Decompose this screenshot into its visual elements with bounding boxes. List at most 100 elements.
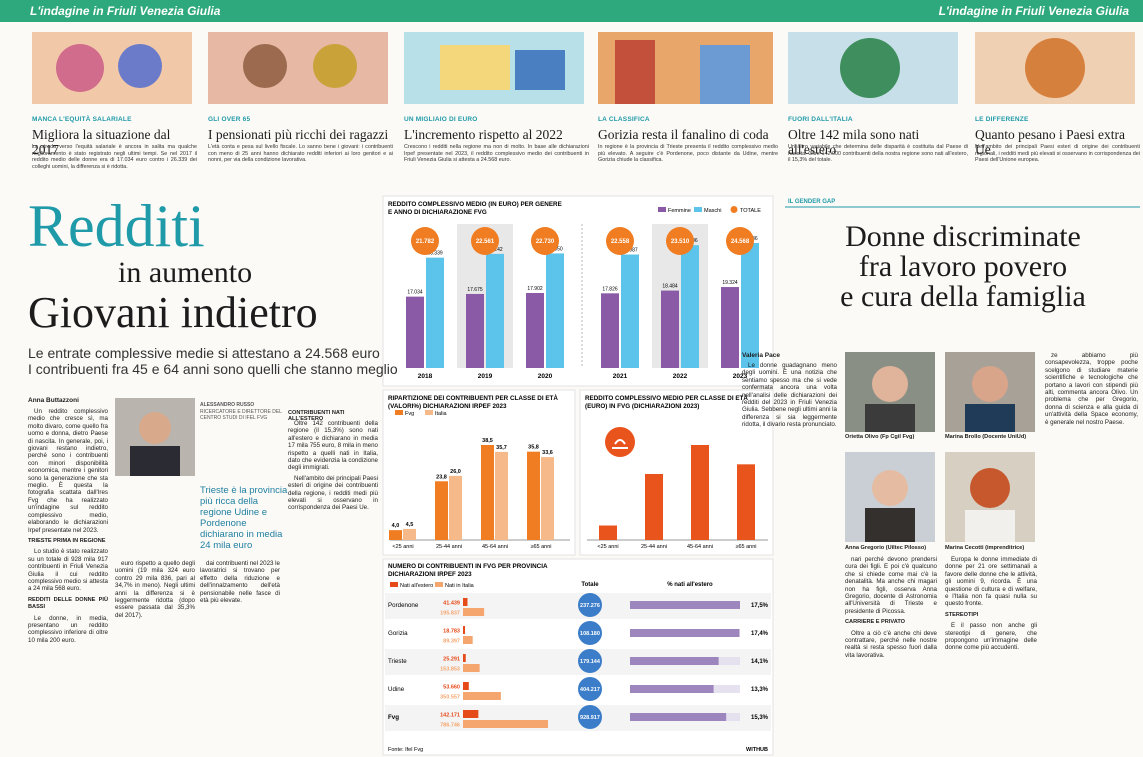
- banner-right: L'indagine in Friuli Venezia Giulia: [938, 4, 1129, 18]
- total-marker: [471, 227, 499, 255]
- brief-body: L'età conta e pesa sul livello fiscale. …: [208, 144, 393, 164]
- value-label: 22.558: [611, 239, 630, 245]
- value-label: 18.484: [662, 284, 678, 290]
- photo-caption: Marina Cecotti (imprenditrice): [945, 545, 1025, 551]
- share-bar: [630, 629, 740, 637]
- chart-title: DICHIARAZIONI IRPEF 2023: [388, 571, 472, 578]
- brief-kicker: MANCA L'EQUITÀ SALARIALE: [32, 116, 132, 123]
- bar: [681, 245, 699, 368]
- headline: e cura della famiglia: [840, 280, 1086, 313]
- subtitle: Le entrate complessive medie si attestan…: [28, 345, 380, 361]
- bar: [691, 445, 709, 540]
- value-label: 89.397: [443, 639, 460, 645]
- paragraph: ze abbiamo più consapevolezza, troppe po…: [1045, 352, 1138, 426]
- bar: [403, 528, 416, 540]
- bar: [389, 530, 402, 540]
- x-tick-label: <25 anni: [597, 544, 618, 550]
- x-tick-label: ≥65 anni: [530, 544, 551, 550]
- bar: [463, 692, 501, 700]
- value-label: 15,3%: [751, 715, 769, 721]
- bar: [463, 664, 480, 672]
- bar: [463, 636, 473, 644]
- x-tick-label: 2020: [538, 373, 553, 380]
- value-label: 4,0: [392, 523, 400, 529]
- headline: Giovani indietro: [28, 288, 318, 337]
- subtitle: I contribuenti fra 45 e 64 anni sono que…: [28, 361, 398, 377]
- value-label: 153.853: [440, 667, 460, 673]
- paragraph: dai contribuenti nel 2023 le lavoratrici…: [200, 560, 280, 605]
- paragraph: CARRIERE E PRIVATO: [845, 619, 905, 626]
- brief-kicker: GLI OVER 65: [208, 116, 251, 123]
- bar: [463, 598, 468, 606]
- value-label: 142.171: [440, 713, 460, 719]
- value-label: 195.837: [440, 611, 460, 617]
- value-label: 33,6: [542, 450, 553, 456]
- value-label: 26.339: [427, 251, 443, 257]
- row-label: Pordenone: [388, 602, 419, 609]
- bar: [463, 626, 466, 634]
- paragraph: nari perché devono prendersi cura dei fi…: [845, 556, 937, 615]
- kicker: IL GENDER GAP: [788, 199, 868, 205]
- paragraph: Le donne, in media, presentano un reddit…: [28, 614, 108, 644]
- portrait-head: [872, 470, 908, 506]
- x-tick-label: 45-64 anni: [687, 544, 713, 550]
- headline: fra lavoro povero: [858, 250, 1068, 283]
- bar: [463, 654, 466, 662]
- legend-label: Fvg: [405, 411, 414, 417]
- value-label: 18.783: [443, 629, 460, 635]
- value-label: 237.276: [580, 603, 600, 609]
- brief-kicker: UN MIGLIAIO DI EURO: [404, 116, 478, 123]
- paragraph: TRIESTE PRIMA IN REGIONE: [28, 537, 106, 544]
- bar: [645, 473, 663, 540]
- row-label: Trieste: [388, 658, 407, 665]
- value-label: 23,8: [436, 474, 447, 480]
- value-label: 23.510: [671, 239, 690, 245]
- legend-label: Femmine: [668, 208, 691, 214]
- byline: Anna Buttazzoni: [28, 397, 79, 404]
- total-marker: [606, 227, 634, 255]
- brief-headline: Migliora la situazione dal 2017: [32, 127, 171, 157]
- chart-title: RIPARTIZIONE DEI CONTRIBUENTI PER CLASSE…: [388, 393, 558, 402]
- legend-label: Nati all'estero: [400, 583, 433, 589]
- chart-title: (VALORI%) DICHIARAZIONI IRPEF 2023: [388, 403, 507, 410]
- x-tick-label: 2019: [478, 373, 493, 380]
- brief-body: Crescono i redditi nella regione ma non …: [404, 144, 589, 164]
- value-label: 41.439: [443, 601, 460, 607]
- total-marker: [666, 227, 694, 255]
- value-label: 13,3%: [751, 687, 769, 693]
- legend-swatch: [658, 207, 666, 212]
- value-label: 25.291: [443, 657, 460, 663]
- value-label: 17.034: [407, 290, 423, 296]
- value-label: 22.561: [476, 239, 495, 245]
- bar: [426, 257, 444, 368]
- bar: [463, 710, 479, 718]
- total-marker: [578, 593, 602, 617]
- headline: in aumento: [118, 256, 253, 289]
- bar: [435, 481, 448, 540]
- x-tick-label: 2018: [418, 373, 433, 380]
- chart-title: E ANNO DI DICHIARAZIONE FVG: [388, 209, 487, 216]
- row-label: Udine: [388, 686, 405, 693]
- text-column: dai contribuenti nel 2023 le lavoratrici…: [200, 560, 280, 757]
- bar: [599, 525, 617, 540]
- chart-title: NUMERO DI CONTRIBUENTI IN FVG PER PROVIN…: [388, 563, 548, 570]
- photo-caption: Orietta Olivo (Fp Cgil Fvg): [845, 434, 915, 440]
- thumb-shape: [700, 45, 750, 104]
- thumbnails: [32, 32, 1135, 104]
- paragraph: Lo studio è stato realizzato su un total…: [28, 548, 108, 593]
- value-label: 17.826: [602, 286, 618, 292]
- brief-headline: Oltre 142 mila sono nati all'estero: [788, 127, 920, 157]
- portrait-body: [130, 446, 180, 476]
- value-label: 108.180: [580, 631, 600, 637]
- value-label: 17,5%: [751, 603, 769, 609]
- brief-headline: L'incremento rispetto al 2022: [404, 127, 563, 142]
- portrait-body: [965, 404, 1015, 432]
- thumb-shape: [56, 44, 104, 92]
- total-marker: [578, 705, 602, 729]
- bar: [463, 682, 469, 690]
- paragraph: Le donne guadagnano meno degli uomini. È…: [742, 362, 837, 429]
- paragraph: Oltre a ciò c'è anche chi deve contratta…: [845, 629, 937, 659]
- thumb-shape: [243, 44, 287, 88]
- share-bar: [630, 685, 714, 693]
